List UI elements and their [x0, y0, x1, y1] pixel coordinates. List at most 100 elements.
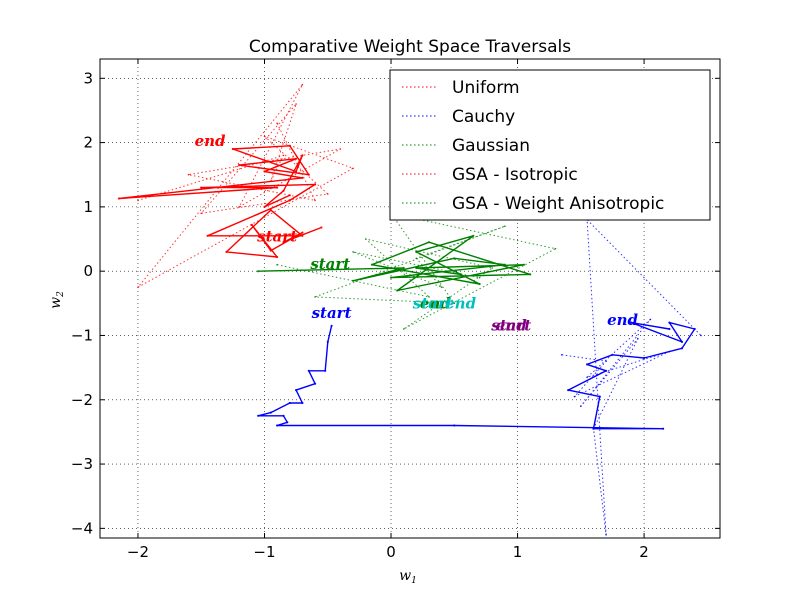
x-tick-label: −2: [127, 543, 149, 561]
chart-title: Comparative Weight Space Traversals: [249, 37, 571, 57]
axes-frame: [99, 58, 721, 539]
y-axis-label-main: w: [48, 297, 64, 309]
annotation-label: end: [607, 311, 638, 329]
data-point: [472, 234, 475, 237]
data-point: [339, 148, 342, 150]
data-point: [276, 263, 278, 266]
data-point: [263, 205, 266, 208]
data-point: [257, 270, 260, 273]
axis-ticks: −2 −1 0 1 2 −4 −3 −2 −1 0 1 2 3: [71, 59, 720, 561]
data-point: [301, 83, 304, 86]
annotation-label: start: [312, 304, 352, 322]
data-point: [668, 321, 671, 324]
data-point: [370, 263, 374, 266]
legend-label: GSA - Weight Anisotropic: [452, 194, 664, 214]
data-point: [327, 193, 329, 195]
y-tick-label: 3: [83, 69, 93, 87]
annotation-label: start: [257, 228, 297, 246]
data-point: [428, 296, 430, 298]
series-line: [258, 235, 531, 292]
y-tick-label: 2: [83, 134, 93, 152]
data-point: [320, 226, 323, 229]
annotation-label: start: [310, 255, 350, 273]
data-point: [415, 257, 418, 260]
data-point: [592, 427, 595, 430]
data-point: [700, 334, 702, 337]
data-point: [295, 103, 297, 105]
data-point: [314, 183, 317, 186]
y-axis-label: w2: [48, 291, 66, 309]
data-point: [453, 302, 456, 305]
data-point: [238, 206, 240, 208]
data-point: [491, 267, 494, 269]
plot-area: [117, 83, 702, 536]
y-axis-label-subscript: 2: [56, 291, 66, 298]
legend-label: Gaussian: [452, 136, 530, 156]
data-point: [649, 318, 652, 321]
data-point: [330, 324, 333, 327]
data-point: [231, 147, 234, 151]
data-point: [276, 122, 278, 125]
legend-label: Cauchy: [452, 107, 515, 127]
data-point: [324, 369, 327, 372]
data-point: [295, 157, 298, 160]
data-point: [117, 197, 121, 200]
data-point: [352, 167, 354, 170]
legend-label: Uniform: [452, 78, 520, 98]
data-point: [295, 389, 298, 392]
data-point: [276, 255, 279, 259]
data-point: [478, 276, 481, 279]
data-point: [282, 241, 285, 244]
y-tick-label: −2: [71, 391, 93, 409]
data-point: [301, 401, 304, 405]
data-point: [276, 424, 279, 427]
data-point: [598, 395, 601, 398]
series-line: [276, 212, 556, 330]
data-point: [301, 176, 304, 179]
y-tick-label: −3: [71, 455, 93, 473]
y-tick-label: −4: [71, 519, 93, 537]
x-axis-label: w1: [399, 568, 417, 586]
data-point: [630, 321, 633, 324]
data-point: [680, 340, 684, 343]
data-point: [402, 328, 405, 330]
data-point: [561, 354, 563, 356]
data-point: [314, 199, 316, 202]
data-point: [415, 266, 418, 270]
data-point: [529, 273, 532, 276]
x-axis-label-subscript: 1: [411, 576, 417, 586]
data-point: [453, 424, 456, 427]
legend: Uniform Cauchy Gaussian GSA - Isotropic GSA …: [389, 69, 711, 221]
data-point: [427, 241, 431, 244]
x-axis-label-main: w: [399, 568, 411, 584]
y-tick-label: −1: [71, 326, 93, 344]
data-point: [580, 405, 582, 408]
y-tick-label: 1: [83, 198, 93, 216]
data-point: [301, 234, 304, 237]
x-tick-label: 1: [513, 543, 523, 561]
data-point: [286, 421, 289, 424]
annotation-label: start: [491, 316, 531, 334]
x-tick-label: 2: [639, 543, 649, 561]
annotation-label: start: [413, 294, 453, 312]
data-point: [314, 382, 317, 385]
legend-label: GSA - Isotropic: [452, 165, 578, 185]
data-point: [680, 347, 684, 350]
data-point: [206, 234, 209, 237]
annotation-label: end: [195, 132, 226, 150]
data-point: [282, 414, 285, 417]
y-tick-label: 0: [83, 262, 93, 280]
series-line: [257, 321, 696, 430]
data-point: [269, 411, 272, 414]
data-point: [200, 186, 203, 189]
data-point: [269, 209, 272, 212]
data-point: [402, 266, 405, 270]
annotation-label: end: [445, 294, 476, 312]
data-point: [668, 327, 671, 331]
data-point: [301, 231, 304, 234]
series-line: [137, 84, 354, 288]
data-point: [554, 247, 557, 250]
